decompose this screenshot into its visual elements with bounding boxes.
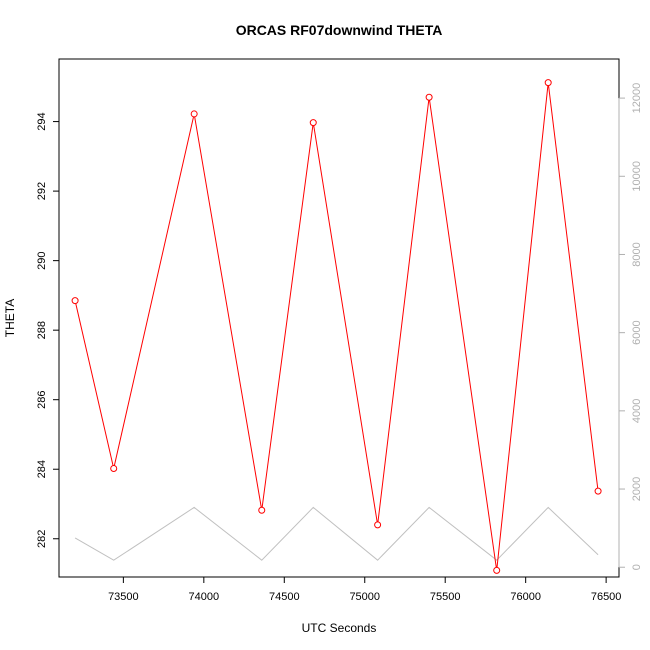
y2-tick-label: 12000: [631, 83, 643, 114]
theta-data-point: [190, 110, 198, 118]
plot-frame: [58, 58, 620, 578]
y-tick-label: 284: [36, 460, 48, 478]
theta-data-point: [374, 521, 382, 529]
altitude-series-line: [74, 506, 599, 561]
x-tick-label: 74500: [269, 591, 300, 603]
y2-tick-label: 10000: [631, 161, 643, 192]
y2-tick-label: 4000: [631, 399, 643, 423]
theta-data-point: [594, 487, 602, 495]
theta-data-point: [544, 79, 552, 87]
theta-data-point: [309, 119, 317, 127]
x-tick-label: 75000: [349, 591, 380, 603]
y2-tick-label: 0: [631, 564, 643, 570]
y2-tick-label: 6000: [631, 320, 643, 344]
theta-data-point: [493, 566, 501, 574]
chart-title: ORCAS RF07downwind THETA: [236, 22, 443, 38]
y-axis-label: THETA: [3, 299, 17, 337]
theta-series-line: [74, 82, 599, 571]
x-tick-label: 73500: [108, 591, 139, 603]
y-axis-left: 282 284 286 288 290 292 294: [36, 112, 60, 548]
theta-data-point: [425, 93, 433, 101]
x-tick-label: 76500: [591, 591, 622, 603]
y2-tick-label: 8000: [631, 242, 643, 266]
y-tick-label: 294: [36, 112, 48, 130]
y-tick-label: 290: [36, 251, 48, 269]
x-axis-label: UTC Seconds: [302, 621, 377, 635]
y-tick-label: 286: [36, 391, 48, 409]
x-axis: 73500 74000 74500 75000 75500 76000 76500: [108, 576, 622, 603]
x-tick-label: 75500: [430, 591, 461, 603]
theta-data-point: [71, 297, 79, 305]
y-axis-right: 0 2000 4000 6000 8000 10000 12000: [618, 83, 643, 570]
x-tick-label: 76000: [510, 591, 541, 603]
theta-data-point: [110, 465, 118, 473]
y-tick-label: 292: [36, 182, 48, 200]
series-layer: [71, 79, 602, 574]
y-tick-label: 288: [36, 321, 48, 339]
y2-tick-label: 2000: [631, 477, 643, 501]
x-tick-label: 74000: [189, 591, 220, 603]
y-tick-label: 282: [36, 530, 48, 548]
theta-data-point: [258, 506, 266, 514]
